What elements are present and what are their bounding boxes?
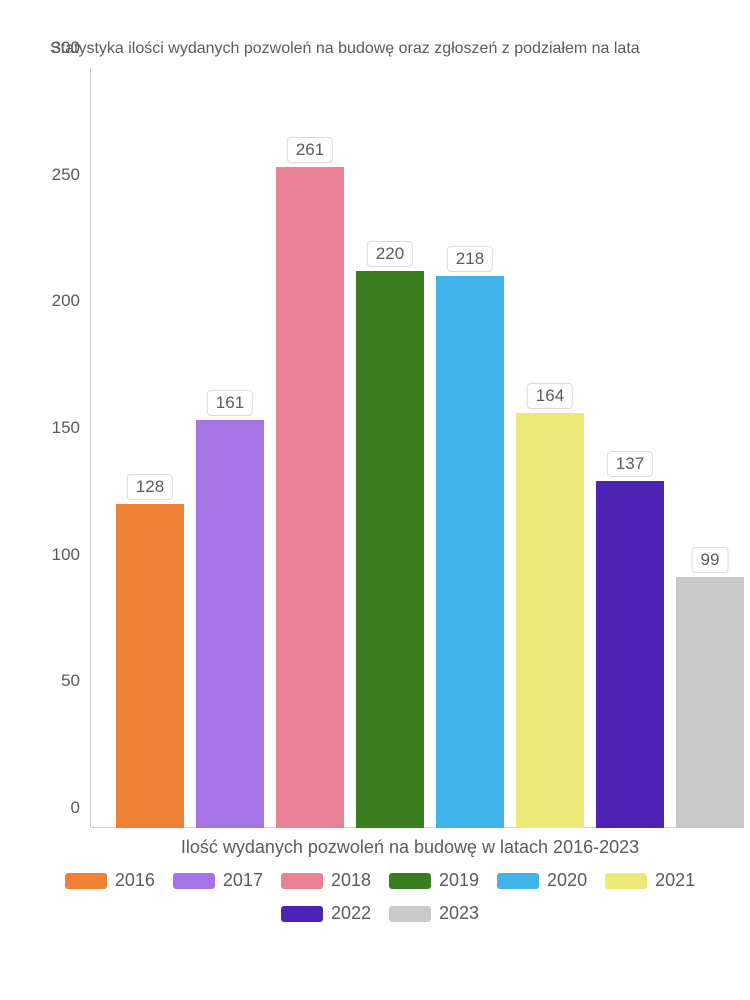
y-tick-label: 250 xyxy=(52,165,80,185)
legend-swatch xyxy=(65,873,107,889)
legend-label: 2023 xyxy=(439,903,479,924)
x-axis-label: Ilość wydanych pozwoleń na budowę w lata… xyxy=(90,837,730,858)
bar-value-label: 161 xyxy=(207,390,253,416)
y-axis-line xyxy=(90,68,91,828)
legend-swatch xyxy=(389,873,431,889)
legend-label: 2020 xyxy=(547,870,587,891)
chart-title: Statystyka ilości wydanych pozwoleń na b… xyxy=(50,40,730,58)
plot-area: 12816126122021816413799 xyxy=(90,68,730,828)
legend-swatch xyxy=(605,873,647,889)
bar-2021: 164 xyxy=(516,413,585,828)
bar-2023: 99 xyxy=(676,577,745,828)
bar-value-label: 164 xyxy=(527,383,573,409)
bar-2019: 220 xyxy=(356,271,425,828)
legend-item-2023: 2023 xyxy=(389,903,479,924)
bar-2018: 261 xyxy=(276,167,345,828)
bar-value-label: 261 xyxy=(287,137,333,163)
bar-value-label: 99 xyxy=(692,547,729,573)
legend-item-2021: 2021 xyxy=(605,870,695,891)
bar-value-label: 218 xyxy=(447,246,493,272)
legend-label: 2016 xyxy=(115,870,155,891)
bar-value-label: 220 xyxy=(367,241,413,267)
y-tick-label: 200 xyxy=(52,291,80,311)
legend-swatch xyxy=(497,873,539,889)
legend-item-2020: 2020 xyxy=(497,870,587,891)
legend-swatch xyxy=(173,873,215,889)
bar-2022: 137 xyxy=(596,481,665,828)
legend-swatch xyxy=(389,906,431,922)
y-tick-label: 0 xyxy=(71,798,80,818)
bar-2016: 128 xyxy=(116,504,185,828)
legend-item-2017: 2017 xyxy=(173,870,263,891)
y-tick-label: 100 xyxy=(52,545,80,565)
bar-value-label: 128 xyxy=(127,474,173,500)
bar-value-label: 137 xyxy=(607,451,653,477)
y-tick-label: 150 xyxy=(52,418,80,438)
legend-label: 2021 xyxy=(655,870,695,891)
legend-label: 2022 xyxy=(331,903,371,924)
y-axis: 050100150200250300 xyxy=(30,68,90,828)
legend-item-2019: 2019 xyxy=(389,870,479,891)
legend-item-2018: 2018 xyxy=(281,870,371,891)
y-tick-label: 50 xyxy=(61,671,80,691)
y-tick-label: 300 xyxy=(52,38,80,58)
legend: 2016 2017 2018 2019 2020 2021 2022 2023 xyxy=(30,870,730,924)
legend-item-2016: 2016 xyxy=(65,870,155,891)
legend-label: 2019 xyxy=(439,870,479,891)
legend-item-2022: 2022 xyxy=(281,903,371,924)
legend-swatch xyxy=(281,873,323,889)
legend-label: 2018 xyxy=(331,870,371,891)
bar-2020: 218 xyxy=(436,276,505,828)
legend-label: 2017 xyxy=(223,870,263,891)
bar-2017: 161 xyxy=(196,420,265,828)
chart-area: 050100150200250300 128161261220218164137… xyxy=(30,68,730,858)
legend-swatch xyxy=(281,906,323,922)
